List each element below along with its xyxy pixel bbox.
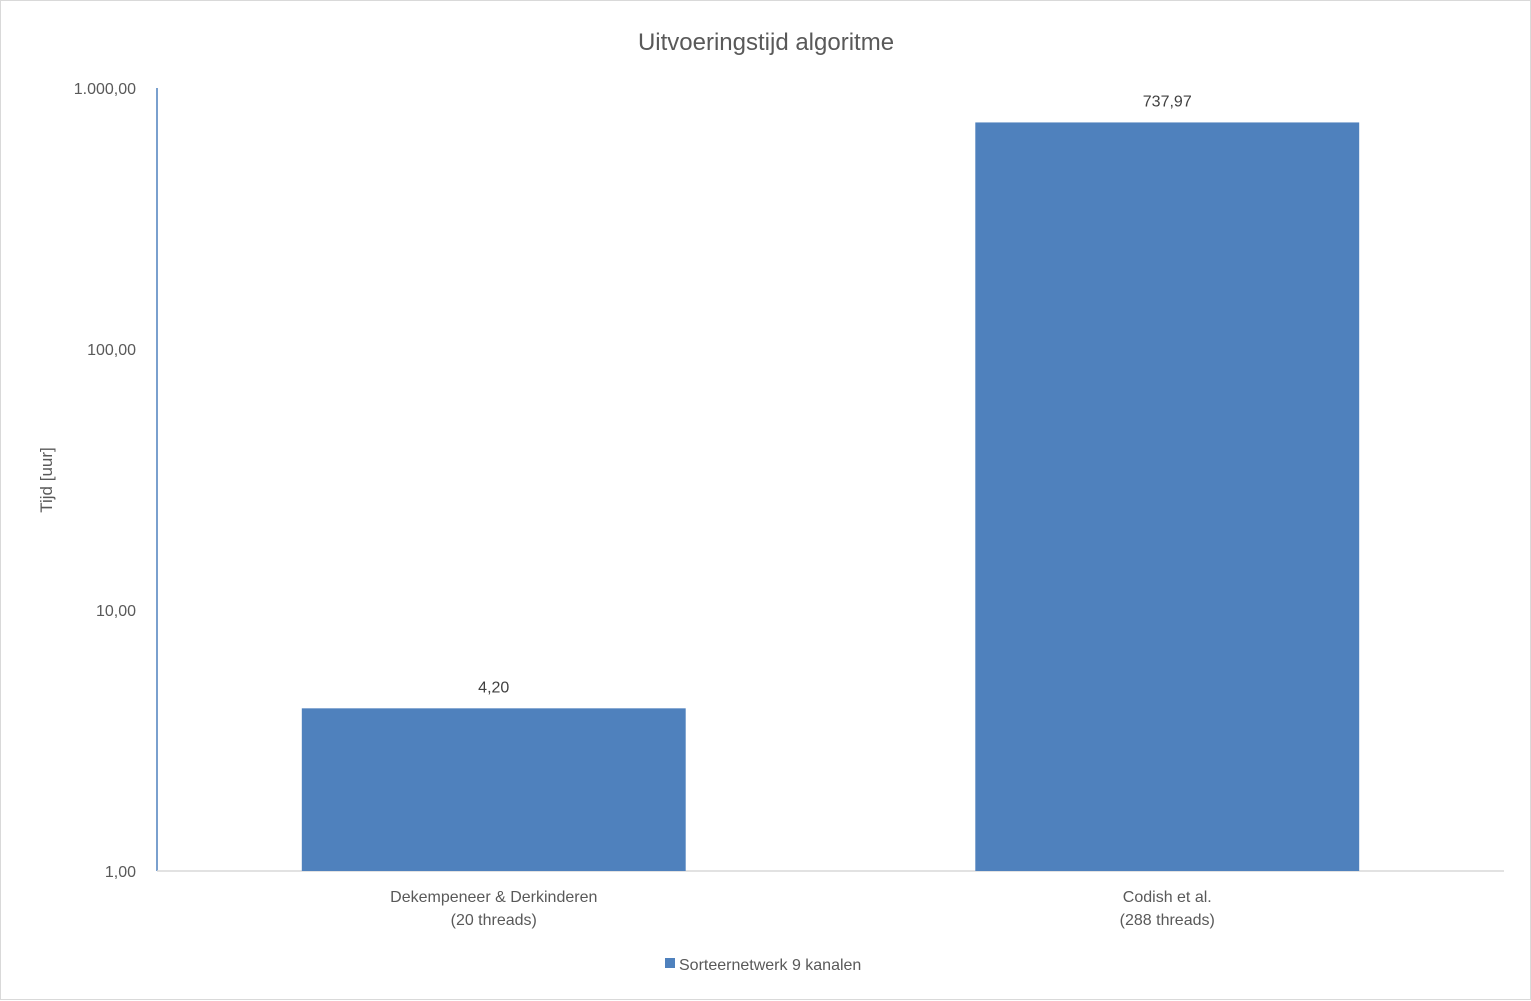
legend: Sorteernetwerk 9 kanalen — [665, 957, 861, 974]
data-label-1: 737,97 — [1143, 93, 1192, 110]
category-labels: Dekempeneer & Derkinderen (20 threads) Cod… — [390, 889, 1215, 929]
bar-1 — [975, 122, 1360, 871]
legend-swatch — [665, 958, 675, 968]
y-tick-label-0: 1,00 — [105, 864, 136, 881]
category-label-1-line1: Codish et al. — [1123, 889, 1212, 906]
bars — [301, 122, 1360, 871]
y-tick-label-3: 1.000,00 — [74, 81, 136, 98]
category-label-0-line1: Dekempeneer & Derkinderen — [390, 889, 597, 906]
y-tick-label-2: 100,00 — [87, 342, 136, 359]
data-label-0: 4,20 — [478, 679, 509, 696]
legend-label: Sorteernetwerk 9 kanalen — [679, 957, 861, 974]
category-label-0-line2: (20 threads) — [451, 912, 537, 929]
y-tick-labels: 1,00 10,00 100,00 1.000,00 — [74, 81, 136, 881]
y-tick-label-1: 10,00 — [96, 603, 136, 620]
bar-0 — [301, 708, 686, 871]
chart-title: Uitvoeringstijd algoritme — [638, 29, 894, 56]
category-label-1-line2: (288 threads) — [1120, 912, 1215, 929]
y-axis-title: Tijd [uur] — [37, 447, 56, 513]
data-labels: 4,20 737,97 — [478, 93, 1192, 696]
